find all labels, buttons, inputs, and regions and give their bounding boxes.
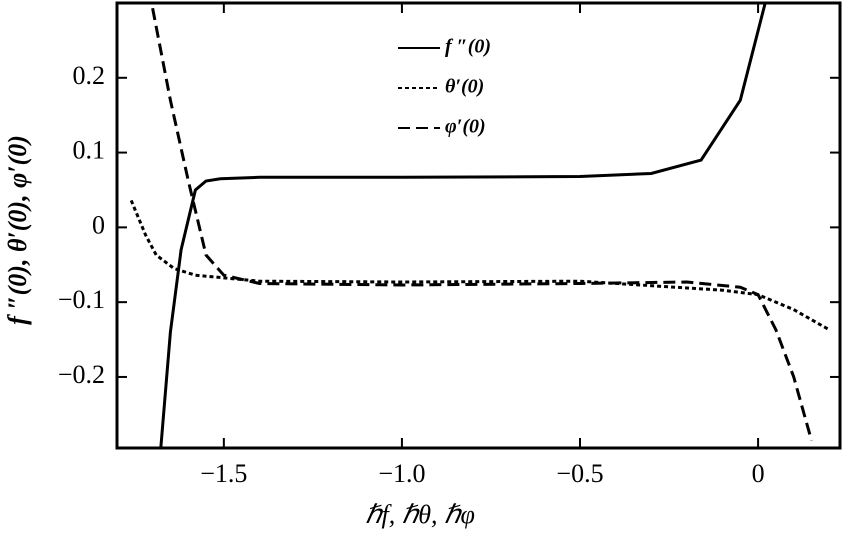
x-tick-label: −1.5 — [200, 459, 247, 488]
legend-label: φ′(0) — [445, 116, 486, 138]
legend-label: f ″(0) — [445, 36, 491, 58]
legend-label: θ′(0) — [445, 76, 484, 98]
x-axis-label: ℏf, ℏθ, ℏφ — [365, 500, 475, 529]
series-line — [129, 199, 831, 332]
y-tick-label: −0.1 — [58, 285, 105, 314]
series-line — [151, 7, 813, 441]
y-tick-label: −0.2 — [58, 360, 105, 389]
x-tick-label: 0 — [752, 459, 765, 488]
y-axis-label: f ″(0), θ′(0), φ′(0) — [3, 135, 32, 325]
series-line — [159, 3, 767, 448]
x-tick-label: −0.5 — [556, 459, 603, 488]
y-tick-label: 0 — [92, 210, 105, 239]
y-tick-label: 0.1 — [73, 136, 106, 165]
x-tick-label: −1.0 — [378, 459, 425, 488]
y-tick-label: 0.2 — [73, 61, 106, 90]
plot-frame — [115, 1, 842, 450]
